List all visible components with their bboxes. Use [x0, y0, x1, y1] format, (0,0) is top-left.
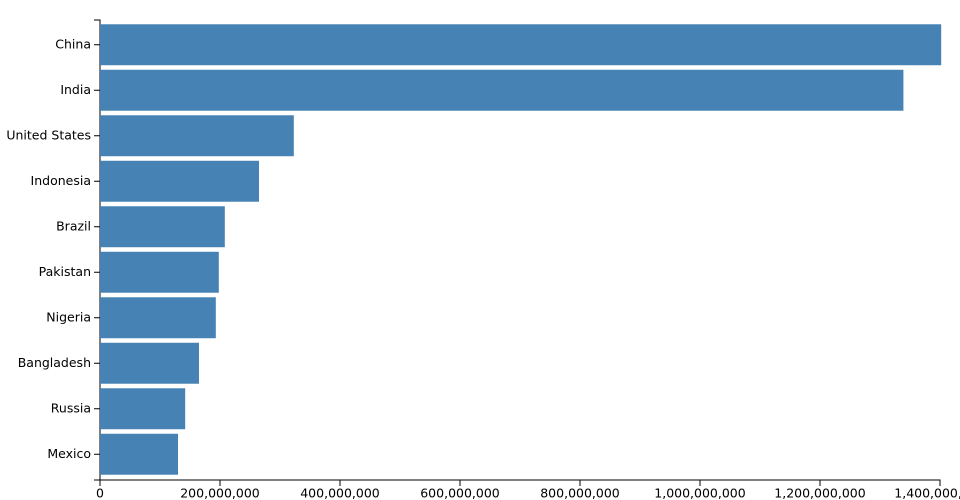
- x-tick-label: 400,000,000: [300, 486, 380, 500]
- bar: [100, 251, 219, 293]
- y-tick-label: Russia: [51, 400, 91, 415]
- bar: [100, 342, 199, 384]
- y-tick-label: Bangladesh: [18, 355, 91, 370]
- y-tick-label: Pakistan: [39, 264, 91, 279]
- bar: [100, 388, 186, 430]
- x-tick-label: 0: [96, 486, 104, 500]
- y-tick-label: Nigeria: [46, 309, 91, 324]
- y-tick-label: United States: [6, 127, 91, 142]
- y-tick-label: Brazil: [56, 218, 91, 233]
- y-tick-label: India: [60, 82, 91, 97]
- y-tick-label: Indonesia: [31, 173, 91, 188]
- bar: [100, 433, 178, 475]
- bar: [100, 206, 225, 248]
- bar: [100, 24, 942, 66]
- x-tick-label: 800,000,000: [540, 486, 620, 500]
- y-axis-line: [94, 19, 101, 481]
- bar: [100, 69, 904, 111]
- y-tick-label: China: [55, 36, 91, 51]
- bar: [100, 297, 216, 339]
- x-tick-label: 1,000,000,000: [654, 486, 745, 500]
- y-tick-label: Mexico: [47, 446, 91, 461]
- x-tick-label: 1,400,000,000: [894, 486, 960, 500]
- x-tick-label: 200,000,000: [180, 486, 260, 500]
- x-tick-label: 600,000,000: [420, 486, 500, 500]
- bar: [100, 115, 294, 157]
- x-tick-label: 1,200,000,000: [774, 486, 865, 500]
- bar: [100, 160, 259, 202]
